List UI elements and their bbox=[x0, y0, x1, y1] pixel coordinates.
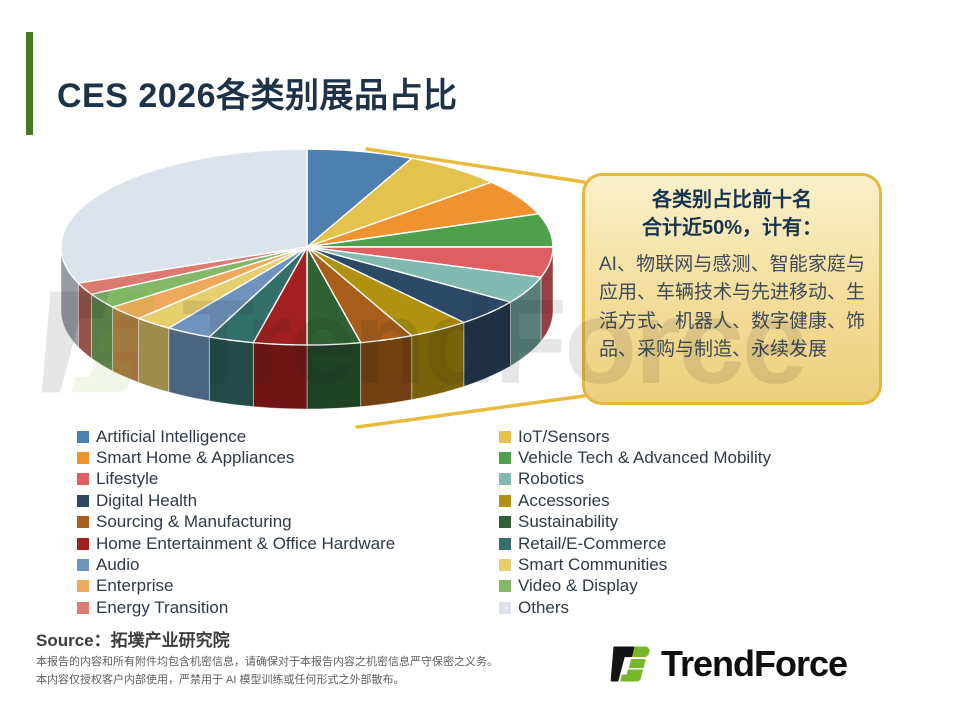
legend-item: Robotics bbox=[499, 469, 771, 490]
title-accent-bar bbox=[26, 32, 33, 135]
legend-label: Video & Display bbox=[518, 576, 638, 596]
legend-label: Smart Home & Appliances bbox=[96, 448, 295, 468]
pie-slice-side-13 bbox=[138, 317, 170, 393]
legend-item: Digital Health bbox=[77, 490, 499, 511]
callout-heading: 各类别占比前十名 合计近50%，计有： bbox=[599, 186, 865, 243]
legend-label: Energy Transition bbox=[96, 597, 229, 617]
callout-heading-line-2: 合计近50%，计有： bbox=[641, 217, 823, 240]
legend-column-right: IoT/Sensors Vehicle Tech & Advanced Mobil… bbox=[499, 426, 771, 619]
source-line: Source：拓墣产业研究院 bbox=[36, 626, 230, 651]
trendforce-logo-icon bbox=[610, 646, 650, 682]
legend-swatch bbox=[499, 430, 511, 443]
legend-label: Retail/E-Commerce bbox=[518, 533, 667, 553]
legend-swatch bbox=[77, 452, 89, 465]
legend-swatch bbox=[77, 580, 89, 593]
legend-label: Vehicle Tech & Advanced Mobility bbox=[518, 448, 771, 468]
pie-slice-side-12 bbox=[168, 327, 210, 402]
legend-item: Sourcing & Manufacturing bbox=[77, 512, 499, 533]
legend-label: Accessories bbox=[518, 490, 610, 510]
callout-box: 各类别占比前十名 合计近50%，计有： AI、物联网与感测、智能家庭与应用、车辆… bbox=[582, 173, 882, 405]
legend-swatch bbox=[77, 516, 89, 529]
page-title: CES 2026各类别展品占比 bbox=[57, 77, 458, 115]
trendforce-logo-text: TrendForce bbox=[661, 643, 848, 684]
legend-label: Sustainability bbox=[518, 512, 619, 532]
source-separator: ： bbox=[93, 631, 111, 650]
callout-leader-line-top bbox=[365, 147, 586, 184]
legend-swatch bbox=[499, 580, 511, 593]
legend-swatch bbox=[499, 494, 511, 507]
legend-swatch bbox=[499, 559, 511, 572]
chart-legend: Artificial Intelligence Smart Home & Appl… bbox=[77, 426, 771, 619]
legend-item: IoT/Sensors bbox=[499, 426, 771, 447]
legend-swatch bbox=[499, 601, 511, 614]
legend-item: Home Entertainment & Office Hardware bbox=[77, 533, 499, 554]
disclaimer-line-1: 本报告的内容和所有附件均包含机密信息，请确保对于本报告内容之机密信息严守保密之义… bbox=[36, 656, 498, 668]
source-label: Source bbox=[36, 631, 94, 650]
pie-slice-side-9 bbox=[306, 342, 362, 410]
pie-slice-side-16 bbox=[77, 282, 92, 359]
callout-heading-line-1: 各类别占比前十名 bbox=[652, 189, 812, 211]
legend-label: Others bbox=[518, 597, 570, 617]
legend-label: Audio bbox=[96, 555, 140, 575]
legend-swatch bbox=[77, 601, 89, 614]
legend-swatch bbox=[77, 494, 89, 507]
legend-item: Sustainability bbox=[499, 512, 771, 533]
disclaimer: 本报告的内容和所有附件均包含机密信息，请确保对于本报告内容之机密信息严守保密之义… bbox=[36, 654, 498, 689]
pie-slice-side-8 bbox=[360, 335, 413, 408]
legend-label: Lifestyle bbox=[96, 469, 159, 489]
legend-label: Enterprise bbox=[96, 576, 174, 596]
legend-item: Artificial Intelligence bbox=[77, 426, 499, 447]
legend-swatch bbox=[499, 537, 511, 550]
legend-item: Others bbox=[499, 597, 771, 618]
legend-item: Retail/E-Commerce bbox=[499, 533, 771, 554]
pie-slice-0 bbox=[306, 148, 413, 248]
legend-item: Smart Communities bbox=[499, 554, 771, 575]
legend-label: Smart Communities bbox=[518, 555, 668, 575]
callout-leader-line-bottom bbox=[355, 394, 586, 429]
legend-label: Digital Health bbox=[96, 490, 198, 510]
legend-item: Enterprise bbox=[77, 576, 499, 597]
legend-column-left: Artificial Intelligence Smart Home & Appl… bbox=[77, 426, 499, 619]
legend-item: Energy Transition bbox=[77, 597, 499, 618]
legend-swatch bbox=[499, 452, 511, 465]
disclaimer-line-2: 本内容仅授权客户内部使用，严禁用于 AI 模型训练或任何形式之外部散布。 bbox=[36, 673, 405, 686]
legend-label: Artificial Intelligence bbox=[96, 426, 247, 446]
pie-slice-side-11 bbox=[208, 336, 254, 408]
callout-body: AI、物联网与感测、智能家庭与应用、车辆技术与先进移动、生活方式、机器人、数字健… bbox=[599, 253, 866, 361]
legend-swatch bbox=[77, 430, 89, 443]
legend-swatch bbox=[77, 559, 89, 572]
legend-item: Audio bbox=[77, 554, 499, 575]
source-value: 拓墣产业研究院 bbox=[110, 631, 230, 650]
legend-item: Video & Display bbox=[499, 576, 771, 597]
trendforce-logo: TrendForce bbox=[607, 641, 848, 687]
legend-item: Smart Home & Appliances bbox=[77, 447, 499, 468]
legend-item: Vehicle Tech & Advanced Mobility bbox=[499, 447, 771, 468]
legend-swatch bbox=[77, 537, 89, 550]
legend-swatch bbox=[499, 516, 511, 529]
legend-item: Lifestyle bbox=[77, 469, 499, 490]
legend-swatch bbox=[499, 473, 511, 486]
legend-label: IoT/Sensors bbox=[518, 426, 610, 446]
legend-label: Home Entertainment & Office Hardware bbox=[96, 533, 396, 553]
legend-label: Robotics bbox=[518, 469, 585, 489]
legend-label: Sourcing & Manufacturing bbox=[96, 512, 292, 532]
pie-slice-17 bbox=[60, 148, 308, 284]
legend-swatch bbox=[77, 473, 89, 486]
legend-item: Accessories bbox=[499, 490, 771, 511]
pie-slice-side-14 bbox=[112, 306, 140, 384]
pie-slice-side-10 bbox=[252, 342, 308, 410]
